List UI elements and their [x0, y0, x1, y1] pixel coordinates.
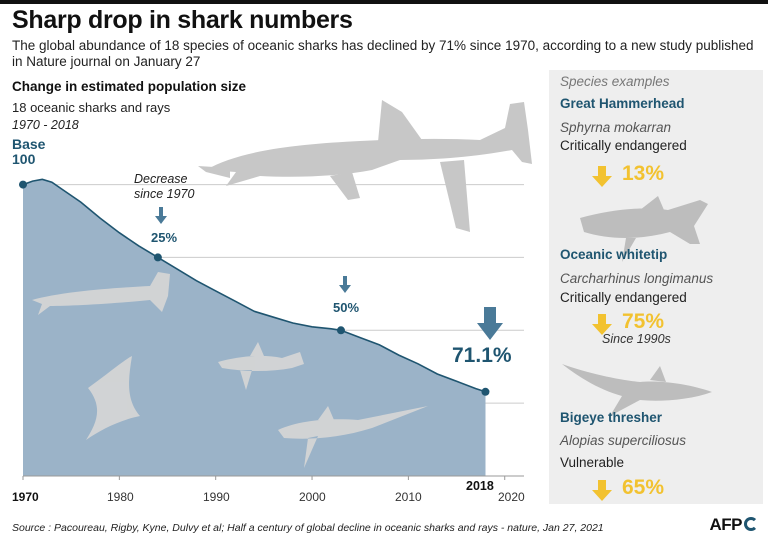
population-line [22, 178, 486, 393]
chart-title: Change in estimated population size [12, 79, 247, 94]
base-value: 100 [12, 151, 36, 167]
page-title: Sharp drop in shark numbers [12, 6, 353, 34]
data-point [19, 180, 27, 189]
great-hammerhead-illustration [198, 100, 532, 232]
arrow-icons [155, 207, 503, 340]
species-status: Vulnerable [560, 455, 625, 470]
x-tick-marks [22, 476, 506, 480]
marine-silhouettes [32, 272, 428, 468]
afp-logo-text: AFP [709, 515, 743, 534]
decrease-note: Decrease since 1970 [134, 172, 194, 202]
base-label: Base 100 [12, 137, 45, 167]
species-status: Critically endangered [560, 138, 687, 153]
data-point [336, 326, 345, 335]
x-tick-label: 1970 [12, 490, 39, 504]
arrow-down-icon [592, 314, 612, 335]
species-panel-header: Species examples [560, 74, 670, 89]
x-tick-label: 2020 [498, 490, 525, 504]
species-status: Critically endangered [560, 290, 687, 305]
small-shark-silhouette [218, 342, 304, 390]
manta-ray-silhouette [86, 356, 140, 440]
arrow-down-icon [339, 276, 351, 293]
source-note: Source : Pacoureau, Rigby, Kyne, Dulvy e… [12, 522, 604, 534]
arrow-down-icon [592, 480, 612, 501]
species-name: Oceanic whitetip [560, 247, 668, 262]
species-decline: 13% [622, 162, 665, 185]
species-panel [549, 70, 763, 504]
end-year-label: 2018 [466, 479, 494, 493]
x-tick-label: 2000 [299, 490, 326, 504]
data-point [481, 387, 490, 396]
annotation-50-percent: 50% [333, 300, 360, 315]
x-tick-label: 1980 [107, 490, 134, 504]
species-latin-name: Alopias superciliosus [560, 433, 687, 448]
decrease-note-line1: Decrease [134, 172, 188, 186]
whitetip-silhouette [580, 196, 708, 262]
species-latin-name: Carcharhinus longimanus [560, 271, 714, 286]
hammerhead-silhouette [32, 272, 170, 315]
afp-logo: AFP [709, 515, 758, 535]
chart-subtitle: 18 oceanic sharks and rays [12, 100, 171, 115]
species-arrows [592, 166, 612, 501]
arrow-down-icon [155, 207, 167, 224]
species-name: Bigeye thresher [560, 410, 663, 425]
arrow-down-icon [592, 166, 612, 187]
species-silhouettes [562, 196, 712, 416]
species-decline: 65% [622, 476, 665, 499]
x-tick-label: 2010 [395, 490, 422, 504]
species-latin-name: Sphyrna mokarran [560, 120, 672, 135]
species-decline: 75% [622, 310, 665, 333]
chart-period: 1970 - 2018 [12, 118, 79, 132]
annotation-25-percent: 25% [151, 230, 178, 245]
population-area [23, 179, 486, 477]
base-text: Base [12, 136, 46, 152]
top-rule [0, 0, 768, 4]
decrease-note-line2: since 1970 [134, 187, 195, 201]
afp-logo-icon [744, 517, 758, 531]
annotation-final-percent: 71.1% [452, 344, 512, 367]
species-decline-note: Since 1990s [602, 332, 671, 346]
x-tick-label: 1990 [203, 490, 230, 504]
data-markers [19, 180, 490, 396]
thresher-silhouette [278, 406, 428, 468]
species-name: Great Hammerhead [560, 96, 685, 111]
data-point [153, 253, 162, 262]
arrow-down-icon [477, 307, 503, 340]
page-subtitle: The global abundance of 18 species of oc… [12, 38, 754, 69]
thresher-silhouette-panel [562, 364, 712, 416]
